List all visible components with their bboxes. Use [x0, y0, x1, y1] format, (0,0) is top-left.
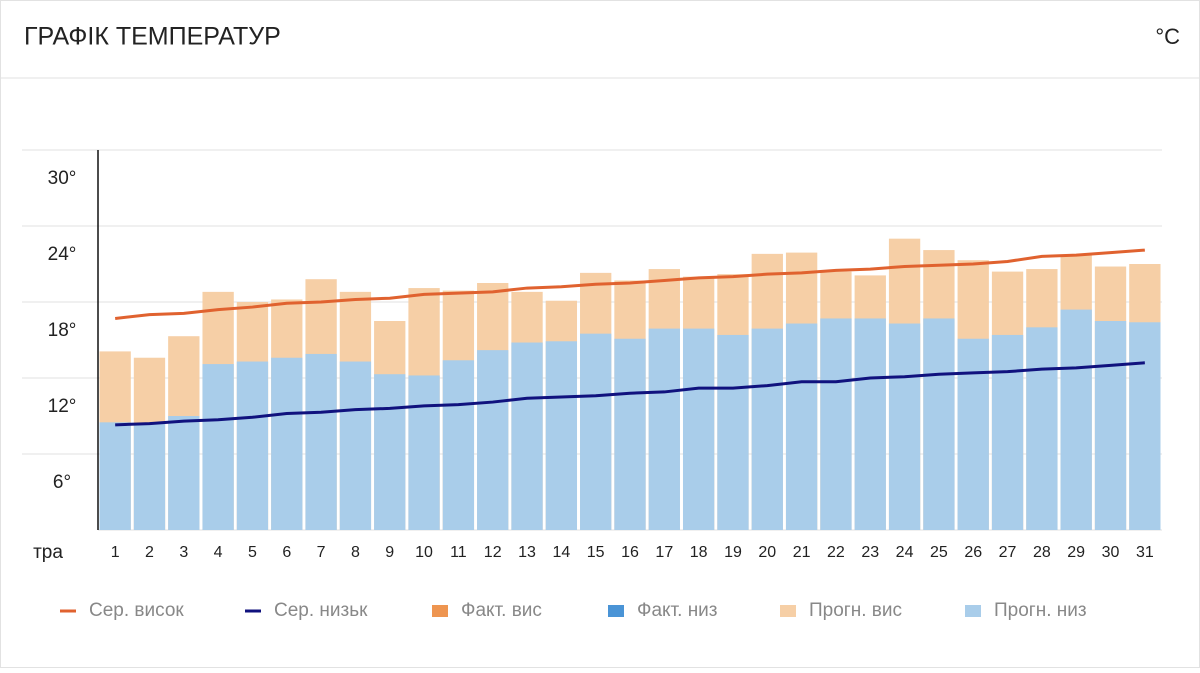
- bar: [477, 350, 509, 530]
- x-tick-label: 26: [964, 544, 982, 561]
- bar: [1026, 327, 1058, 530]
- bar: [888, 323, 921, 530]
- x-tick-label: 16: [621, 544, 639, 561]
- x-tick-label: 21: [793, 544, 811, 561]
- bar: [682, 328, 715, 530]
- x-tick-label: 10: [415, 544, 433, 561]
- bar: [339, 361, 372, 530]
- x-tick-label: 18: [690, 544, 708, 561]
- y-tick-label: 30°: [48, 168, 77, 189]
- x-tick-label: 22: [827, 544, 845, 561]
- bar: [957, 338, 989, 530]
- bar: [1094, 321, 1127, 530]
- bar: [442, 360, 475, 530]
- legend-label: Факт. низ: [637, 600, 718, 621]
- bar: [408, 375, 440, 530]
- x-tick-label: 28: [1033, 544, 1051, 561]
- bar: [99, 422, 131, 530]
- x-tick-label: 29: [1067, 544, 1085, 561]
- bar: [374, 374, 406, 530]
- x-tick-label: 24: [896, 544, 914, 561]
- bar: [854, 318, 886, 530]
- x-tick-label: 11: [450, 544, 467, 561]
- x-tick-label: 3: [179, 544, 188, 561]
- x-tick-label: 31: [1136, 544, 1154, 561]
- bar: [717, 334, 749, 530]
- bar: [545, 341, 578, 530]
- bar: [271, 357, 303, 530]
- y-tick-label: 6°: [53, 472, 71, 493]
- x-tick-label: 13: [518, 544, 536, 561]
- x-tick-label: 17: [655, 544, 673, 561]
- bar: [1129, 322, 1161, 530]
- x-tick-label: 9: [385, 544, 394, 561]
- bar: [133, 423, 166, 530]
- x-tick-label: 19: [724, 544, 742, 561]
- y-tick-label: 12°: [48, 396, 77, 417]
- legend-label: Сер. висок: [89, 600, 184, 621]
- legend-label: Прогн. вис: [809, 600, 902, 621]
- x-tick-label: 30: [1102, 544, 1120, 561]
- x-tick-label: 20: [758, 544, 776, 561]
- bar: [168, 416, 200, 530]
- bar: [785, 323, 818, 530]
- bar: [614, 338, 646, 530]
- x-tick-label: 2: [145, 544, 154, 561]
- bar: [305, 353, 337, 530]
- x-tick-label: 7: [317, 544, 326, 561]
- bar: [820, 318, 852, 530]
- y-tick-label: 24°: [48, 244, 77, 265]
- y-tick-label: 18°: [48, 320, 77, 341]
- bar: [236, 361, 269, 530]
- x-tick-label: 4: [214, 544, 223, 561]
- x-tick-label: 5: [248, 544, 257, 561]
- legend-label: Факт. вис: [461, 600, 542, 621]
- legend-label: Сер. низьк: [274, 600, 368, 621]
- legend-label: Прогн. низ: [994, 600, 1087, 621]
- bar: [511, 342, 543, 530]
- x-tick-label: 12: [484, 544, 502, 561]
- x-tick-label: 27: [999, 544, 1017, 561]
- x-tick-label: 15: [587, 544, 605, 561]
- bar: [580, 333, 612, 530]
- bar: [648, 328, 680, 530]
- x-tick-label: 25: [930, 544, 948, 561]
- bar: [202, 364, 234, 530]
- x-axis-label: тра: [33, 542, 63, 563]
- chart-title: ГРАФІК ТЕМПЕРАТУР: [24, 23, 281, 51]
- x-tick-label: 23: [861, 544, 879, 561]
- unit-label: °C: [1155, 24, 1180, 49]
- x-tick-label: 6: [282, 544, 291, 561]
- bar: [991, 334, 1024, 530]
- x-tick-label: 8: [351, 544, 360, 561]
- x-tick-label: 1: [111, 544, 120, 561]
- bar: [751, 328, 783, 530]
- bar: [1060, 309, 1092, 530]
- bar: [923, 318, 955, 530]
- line-series: [115, 361, 1145, 427]
- x-tick-label: 14: [552, 544, 570, 561]
- line-series: [114, 248, 1145, 320]
